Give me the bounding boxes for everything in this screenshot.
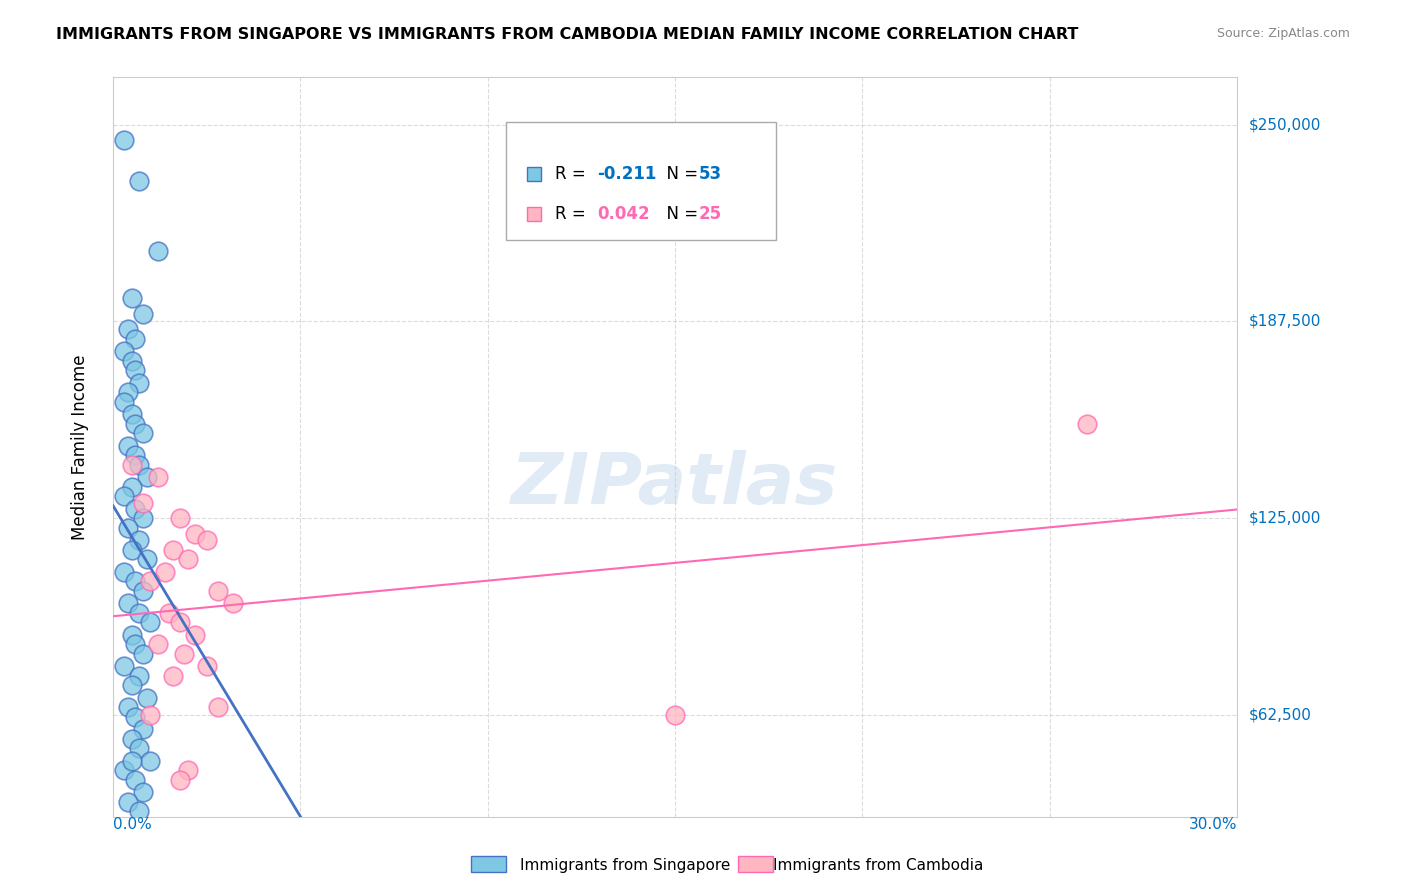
Text: 25: 25 (699, 205, 721, 223)
Point (121, 754, 143, 768)
Point (117, 700, 139, 714)
Point (128, 804, 150, 818)
Point (117, 596, 139, 610)
Point (146, 244, 169, 258)
Point (132, 426, 155, 441)
Point (121, 354, 143, 368)
Point (121, 458, 143, 472)
Text: $250,000: $250,000 (1249, 117, 1320, 132)
Point (124, 772, 146, 787)
Point (112, 344, 135, 359)
Point (139, 615, 162, 630)
Point (1076, 417, 1098, 431)
Point (135, 552, 157, 566)
Point (207, 583, 229, 598)
Point (124, 332, 146, 346)
Point (124, 709, 146, 723)
Point (112, 394, 135, 409)
Point (222, 596, 245, 610)
Point (146, 470, 169, 484)
Point (121, 291, 143, 305)
Text: R =: R = (555, 165, 591, 183)
Point (132, 307, 155, 321)
Point (128, 741, 150, 756)
Point (112, 763, 135, 777)
Text: $187,500: $187,500 (1249, 314, 1320, 329)
Point (128, 174, 150, 188)
Point (132, 647, 155, 661)
Point (177, 763, 200, 777)
Point (169, 511, 191, 525)
Point (207, 700, 229, 714)
Point (195, 533, 218, 548)
Text: $62,500: $62,500 (1249, 707, 1312, 723)
Point (169, 615, 191, 630)
Point (121, 731, 143, 746)
Point (121, 628, 143, 642)
Point (112, 659, 135, 673)
Point (146, 637, 169, 651)
Point (132, 495, 155, 509)
Text: R =: R = (555, 205, 591, 223)
Text: N =: N = (657, 205, 703, 223)
Point (128, 376, 150, 390)
Point (121, 480, 143, 494)
Point (132, 511, 155, 525)
Point (135, 690, 157, 705)
Point (139, 708, 162, 723)
Text: 0.0%: 0.0% (112, 817, 152, 832)
Point (128, 458, 150, 472)
Point (121, 542, 143, 557)
Point (117, 439, 139, 453)
Text: Source: ZipAtlas.com: Source: ZipAtlas.com (1216, 27, 1350, 40)
Point (195, 659, 218, 673)
Text: Immigrants from Singapore: Immigrants from Singapore (520, 858, 731, 872)
Point (112, 133, 135, 147)
Point (139, 574, 162, 589)
Point (121, 408, 143, 422)
Point (117, 322, 139, 336)
Point (177, 552, 200, 566)
Text: Immigrants from Cambodia: Immigrants from Cambodia (773, 858, 984, 872)
Point (128, 533, 150, 548)
Point (124, 417, 146, 431)
Point (139, 754, 162, 768)
Point (124, 574, 146, 589)
Point (173, 647, 195, 661)
Point (184, 628, 207, 642)
Point (121, 678, 143, 692)
Point (117, 795, 139, 809)
Point (124, 448, 146, 462)
Text: N =: N = (657, 165, 703, 183)
Point (117, 385, 139, 400)
Text: -0.211: -0.211 (598, 165, 657, 183)
Text: $125,000: $125,000 (1249, 511, 1320, 525)
Point (132, 785, 155, 799)
Point (112, 489, 135, 503)
Point (184, 527, 207, 541)
Text: 0.042: 0.042 (598, 205, 650, 223)
Text: ZIPatlas: ZIPatlas (512, 450, 839, 519)
Point (124, 363, 146, 377)
Point (155, 565, 177, 579)
Point (162, 669, 184, 683)
Point (162, 542, 184, 557)
Text: 30.0%: 30.0% (1188, 817, 1237, 832)
Text: IMMIGRANTS FROM SINGAPORE VS IMMIGRANTS FROM CAMBODIA MEDIAN FAMILY INCOME CORRE: IMMIGRANTS FROM SINGAPORE VS IMMIGRANTS … (56, 27, 1078, 42)
Text: 53: 53 (699, 165, 721, 183)
Point (124, 637, 146, 651)
Point (135, 470, 157, 484)
Point (117, 521, 139, 535)
Point (664, 708, 686, 723)
Point (132, 583, 155, 598)
Point (132, 723, 155, 737)
Y-axis label: Median Family Income: Median Family Income (72, 355, 89, 541)
FancyBboxPatch shape (506, 122, 776, 240)
Point (112, 565, 135, 579)
Point (128, 606, 150, 620)
Point (124, 501, 146, 516)
Point (157, 606, 180, 620)
Point (169, 772, 191, 787)
Point (128, 669, 150, 683)
